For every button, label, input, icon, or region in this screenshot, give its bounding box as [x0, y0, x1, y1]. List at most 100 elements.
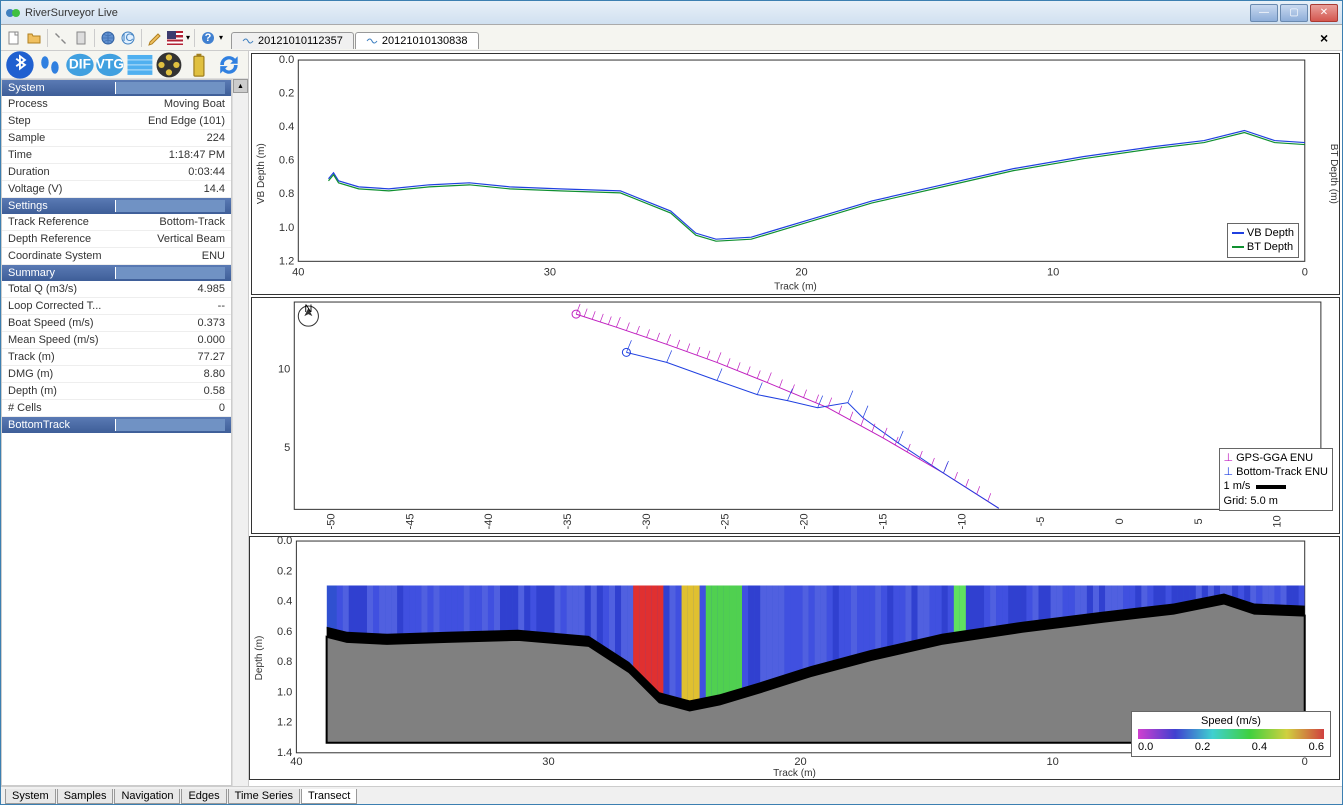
- property-row: Depth (m)0.58: [2, 383, 231, 400]
- property-row: Sample224: [2, 130, 231, 147]
- depth-icon[interactable]: [125, 52, 155, 78]
- toolbar-separator: [47, 29, 48, 47]
- bottom-tab[interactable]: Samples: [57, 789, 114, 804]
- bottom-tab[interactable]: Time Series: [228, 789, 300, 804]
- close-tab-icon[interactable]: ×: [1320, 30, 1334, 46]
- track-map-chart[interactable]: N 105 -50-45-40-35-30-25-20-15-10-50510 …: [251, 297, 1340, 535]
- bottom-tab[interactable]: Navigation: [114, 789, 180, 804]
- transect-icon: [242, 35, 254, 47]
- svg-text:0: 0: [1302, 756, 1308, 768]
- svg-text:Track (m): Track (m): [773, 768, 816, 779]
- svg-text:VB Depth (m): VB Depth (m): [256, 143, 267, 204]
- svg-text:-45: -45: [404, 513, 416, 529]
- svg-text:-40: -40: [483, 513, 495, 529]
- property-section-header[interactable]: BottomTrack: [2, 417, 231, 433]
- svg-text:10: 10: [1046, 756, 1058, 768]
- scrollbar[interactable]: ▲: [232, 79, 248, 786]
- property-section-header[interactable]: Summary: [2, 265, 231, 281]
- svg-text:0.6: 0.6: [279, 155, 294, 167]
- property-grid[interactable]: SystemProcessMoving BoatStepEnd Edge (10…: [1, 79, 232, 786]
- close-button[interactable]: ✕: [1310, 4, 1338, 22]
- svg-text:-20: -20: [799, 513, 811, 529]
- svg-text:10: 10: [1047, 266, 1059, 278]
- colorbar: Speed (m/s) 0.0 0.2 0.4 0.6: [1131, 711, 1331, 757]
- bottom-tab[interactable]: Edges: [181, 789, 226, 804]
- minimize-button[interactable]: —: [1250, 4, 1278, 22]
- dif-icon[interactable]: DIF: [65, 52, 95, 78]
- property-row: Track (m)77.27: [2, 349, 231, 366]
- property-row: Coordinate SystemENU: [2, 248, 231, 265]
- document-tab[interactable]: 20121010130838: [355, 32, 479, 49]
- svg-text:Track (m): Track (m): [774, 282, 817, 293]
- svg-text:0.2: 0.2: [277, 565, 292, 577]
- property-row: ProcessMoving Boat: [2, 96, 231, 113]
- chart-legend: ⊥GPS-GGA ENU ⊥Bottom-Track ENU 1 m/s Gri…: [1219, 448, 1333, 511]
- svg-text:30: 30: [542, 756, 554, 768]
- compass-icon[interactable]: IC: [119, 29, 137, 47]
- svg-text:10: 10: [1272, 515, 1284, 527]
- settings-icon[interactable]: [72, 29, 90, 47]
- svg-text:1.0: 1.0: [277, 686, 292, 698]
- svg-text:5: 5: [1193, 518, 1205, 524]
- open-icon[interactable]: [25, 29, 43, 47]
- colorbar-label: 0.2: [1195, 741, 1210, 753]
- film-icon[interactable]: [154, 52, 184, 78]
- svg-text:0.8: 0.8: [279, 188, 294, 200]
- svg-text:1.2: 1.2: [277, 717, 292, 729]
- battery-icon[interactable]: [184, 52, 214, 78]
- property-section-header[interactable]: Settings: [2, 198, 231, 214]
- legend-label: GPS-GGA ENU: [1236, 451, 1313, 465]
- svg-text:0.8: 0.8: [277, 656, 292, 668]
- property-row: # Cells0: [2, 400, 231, 417]
- document-tab[interactable]: 20121010112357: [231, 32, 354, 49]
- svg-text:-10: -10: [956, 513, 968, 529]
- svg-text:0.0: 0.0: [277, 537, 292, 547]
- svg-text:10: 10: [278, 363, 290, 375]
- svg-text:IC: IC: [123, 32, 134, 44]
- svg-text:5: 5: [284, 442, 290, 454]
- property-row: DMG (m)8.80: [2, 366, 231, 383]
- main-toolbar: IC ▾ ? ▾ 20121010112357 20121010130838 ×: [1, 25, 1342, 51]
- svg-text:20: 20: [794, 756, 806, 768]
- legend-label: VB Depth: [1247, 226, 1294, 240]
- new-icon[interactable]: [5, 29, 23, 47]
- property-row: Track ReferenceBottom-Track: [2, 214, 231, 231]
- transect-icon: [366, 35, 378, 47]
- svg-text:0.0: 0.0: [279, 54, 294, 66]
- language-icon[interactable]: [166, 29, 184, 47]
- svg-text:0.4: 0.4: [277, 596, 292, 608]
- footprints-icon[interactable]: [35, 52, 65, 78]
- svg-text:Depth (m): Depth (m): [254, 636, 265, 681]
- charts-area: 0.00.20.40.60.81.01.2 0.00.20.40.60.81.0…: [249, 51, 1342, 786]
- refresh-icon[interactable]: [214, 52, 244, 78]
- svg-text:1.0: 1.0: [279, 222, 294, 234]
- svg-text:N: N: [304, 303, 312, 315]
- bottom-tab[interactable]: Transect: [301, 789, 357, 804]
- dropdown-arrow-icon[interactable]: ▾: [186, 33, 190, 42]
- help-icon[interactable]: ?: [199, 29, 217, 47]
- svg-text:-50: -50: [326, 513, 338, 529]
- property-section-header[interactable]: System: [2, 80, 231, 96]
- dropdown-arrow-icon[interactable]: ▾: [219, 33, 223, 42]
- colorbar-label: 0.4: [1252, 741, 1267, 753]
- bottom-tab[interactable]: System: [5, 789, 56, 804]
- app-icon: [5, 5, 21, 21]
- svg-text:VTG: VTG: [95, 56, 123, 71]
- globe-icon[interactable]: [99, 29, 117, 47]
- maximize-button[interactable]: ▢: [1280, 4, 1308, 22]
- svg-text:40: 40: [292, 266, 304, 278]
- colorbar-label: 0.0: [1138, 741, 1153, 753]
- vtg-icon[interactable]: VTG: [95, 52, 125, 78]
- bluetooth-icon[interactable]: [5, 52, 35, 78]
- edit-icon[interactable]: [146, 29, 164, 47]
- sidebar: DIF VTG SystemProcessMoving BoatStepEnd …: [1, 51, 249, 786]
- depth-profile-chart[interactable]: 0.00.20.40.60.81.01.2 0.00.20.40.60.81.0…: [251, 53, 1340, 295]
- tools-icon[interactable]: [52, 29, 70, 47]
- toolbar-separator: [194, 29, 195, 47]
- window-controls: — ▢ ✕: [1250, 4, 1338, 22]
- tab-label: 20121010130838: [382, 35, 468, 47]
- property-row: StepEnd Edge (101): [2, 113, 231, 130]
- main-window: RiverSurveyor Live — ▢ ✕ IC ▾ ? ▾ 201210…: [0, 0, 1343, 805]
- colorbar-gradient: [1138, 729, 1324, 739]
- velocity-contour-chart[interactable]: 0.00.20.40.60.81.01.21.4 403020100 De: [249, 536, 1340, 780]
